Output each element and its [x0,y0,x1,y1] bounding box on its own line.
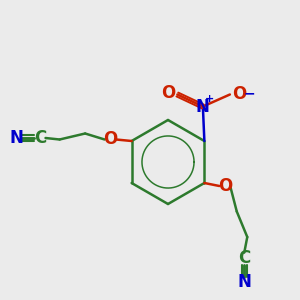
Text: N: N [10,129,23,147]
Text: N: N [237,273,251,291]
Text: O: O [160,84,175,102]
Text: N: N [196,98,210,116]
Text: +: + [205,94,214,104]
Text: C: C [238,249,250,267]
Text: O: O [218,177,232,195]
Text: C: C [34,129,46,147]
Text: O: O [103,130,118,148]
Text: O: O [232,85,247,103]
Text: −: − [244,87,255,100]
